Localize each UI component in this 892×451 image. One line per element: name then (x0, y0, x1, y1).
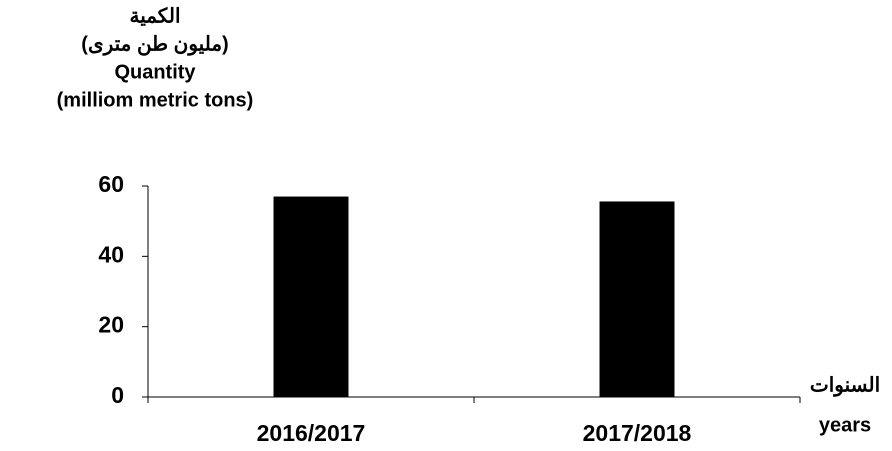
y-tick-label: 20 (98, 312, 124, 338)
y-tick-label: 40 (98, 241, 124, 267)
bar (599, 201, 675, 397)
x-tick-label: 2016/2017 (257, 420, 366, 446)
x-axis-title: السنوات (810, 374, 880, 397)
y-axis-title: الكمية (129, 5, 180, 27)
y-axis-title: (مليون طن مترى) (81, 33, 228, 56)
x-axis-title: years (819, 414, 871, 436)
bar (273, 196, 349, 397)
y-axis-title: (milliom metric tons) (57, 89, 254, 111)
y-tick-label: 60 (98, 171, 124, 197)
x-tick-label: 2017/2018 (583, 420, 692, 446)
y-tick-label: 0 (111, 382, 124, 408)
y-axis-title: Quantity (114, 61, 196, 83)
